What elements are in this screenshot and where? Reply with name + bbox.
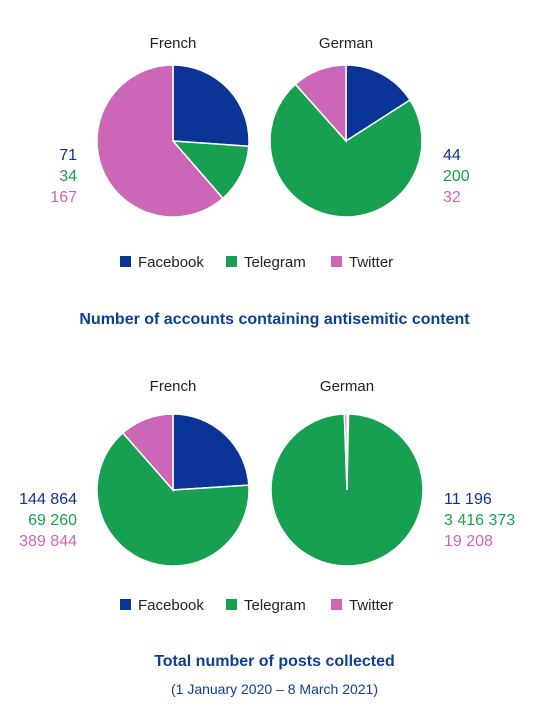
legend-label-twitter: Twitter: [349, 254, 393, 271]
chart-legend: Facebook Telegram Twitter: [120, 597, 393, 614]
french-pie-value-label-twitter: 167: [50, 189, 77, 206]
posts-chart-title: Total number of posts collected: [154, 653, 395, 670]
french-pie-slice-facebook: [172, 64, 250, 148]
chart-legend: Facebook Telegram Twitter: [120, 254, 393, 271]
german-pie-value-label-telegram: 200: [443, 168, 470, 185]
french-pie-value-label-facebook: 71: [59, 147, 77, 164]
accounts-pie-charts: French 71 34 167 German 44 200 32 Facebook Telegr…: [50, 35, 470, 271]
french-pie-slice-twitter: [121, 413, 174, 492]
german-pie-value-label-twitter: 19 208: [444, 533, 493, 550]
german-pie-slice-twitter: [294, 64, 347, 143]
german-pie-slice-telegram: [269, 83, 423, 218]
french-pie-value-label-facebook: 144 864: [19, 491, 77, 508]
legend-swatch-telegram: [226, 256, 237, 267]
legend-swatch-twitter: [331, 256, 342, 267]
legend-swatch-facebook: [120, 256, 131, 267]
legend-label-telegram: Telegram: [244, 597, 306, 614]
french-pie-value-label-telegram: 69 260: [28, 512, 77, 529]
legend-label-facebook: Facebook: [138, 254, 204, 271]
posts-figure: French 144 864 69 260 389 844 German 11 196 3 …: [0, 345, 549, 712]
french-pie-slice-twitter: [96, 64, 224, 218]
posts-chart-subtitle: (1 January 2020 – 8 March 2021): [170, 681, 378, 697]
legend-swatch-facebook: [120, 599, 131, 610]
legend-label-telegram: Telegram: [244, 254, 306, 271]
german-pie-slice-facebook: [345, 64, 412, 143]
french-pie-name: French: [150, 35, 197, 52]
accounts-figure: French 71 34 167 German 44 200 32 Facebook Telegr…: [0, 0, 549, 345]
accounts-chart-title: Number of accounts containing antisemiti…: [79, 311, 470, 328]
legend-label-facebook: Facebook: [138, 597, 204, 614]
german-pie-name: German: [320, 378, 374, 395]
french-pie-value-label-telegram: 34: [59, 168, 77, 185]
german-pie-value-label-telegram: 3 416 373: [444, 512, 515, 529]
posts-pie-charts: French 144 864 69 260 389 844 German 11 196 3 …: [19, 378, 515, 614]
german-pie-name: German: [319, 35, 373, 52]
french-pie-slice-telegram: [96, 431, 250, 567]
french-pie-name: French: [150, 378, 197, 395]
german-pie-value-label-twitter: 32: [443, 189, 461, 206]
legend-swatch-telegram: [226, 599, 237, 610]
french-pie-value-label-twitter: 389 844: [19, 533, 77, 550]
legend-label-twitter: Twitter: [349, 597, 393, 614]
french-pie-slice-telegram: [171, 140, 250, 200]
german-pie-value-label-facebook: 44: [443, 147, 461, 164]
german-pie-slice-twitter: [343, 413, 348, 491]
legend-swatch-twitter: [331, 599, 342, 610]
german-pie-value-label-facebook: 11 196: [444, 491, 492, 508]
french-pie-slice-facebook: [172, 413, 250, 491]
